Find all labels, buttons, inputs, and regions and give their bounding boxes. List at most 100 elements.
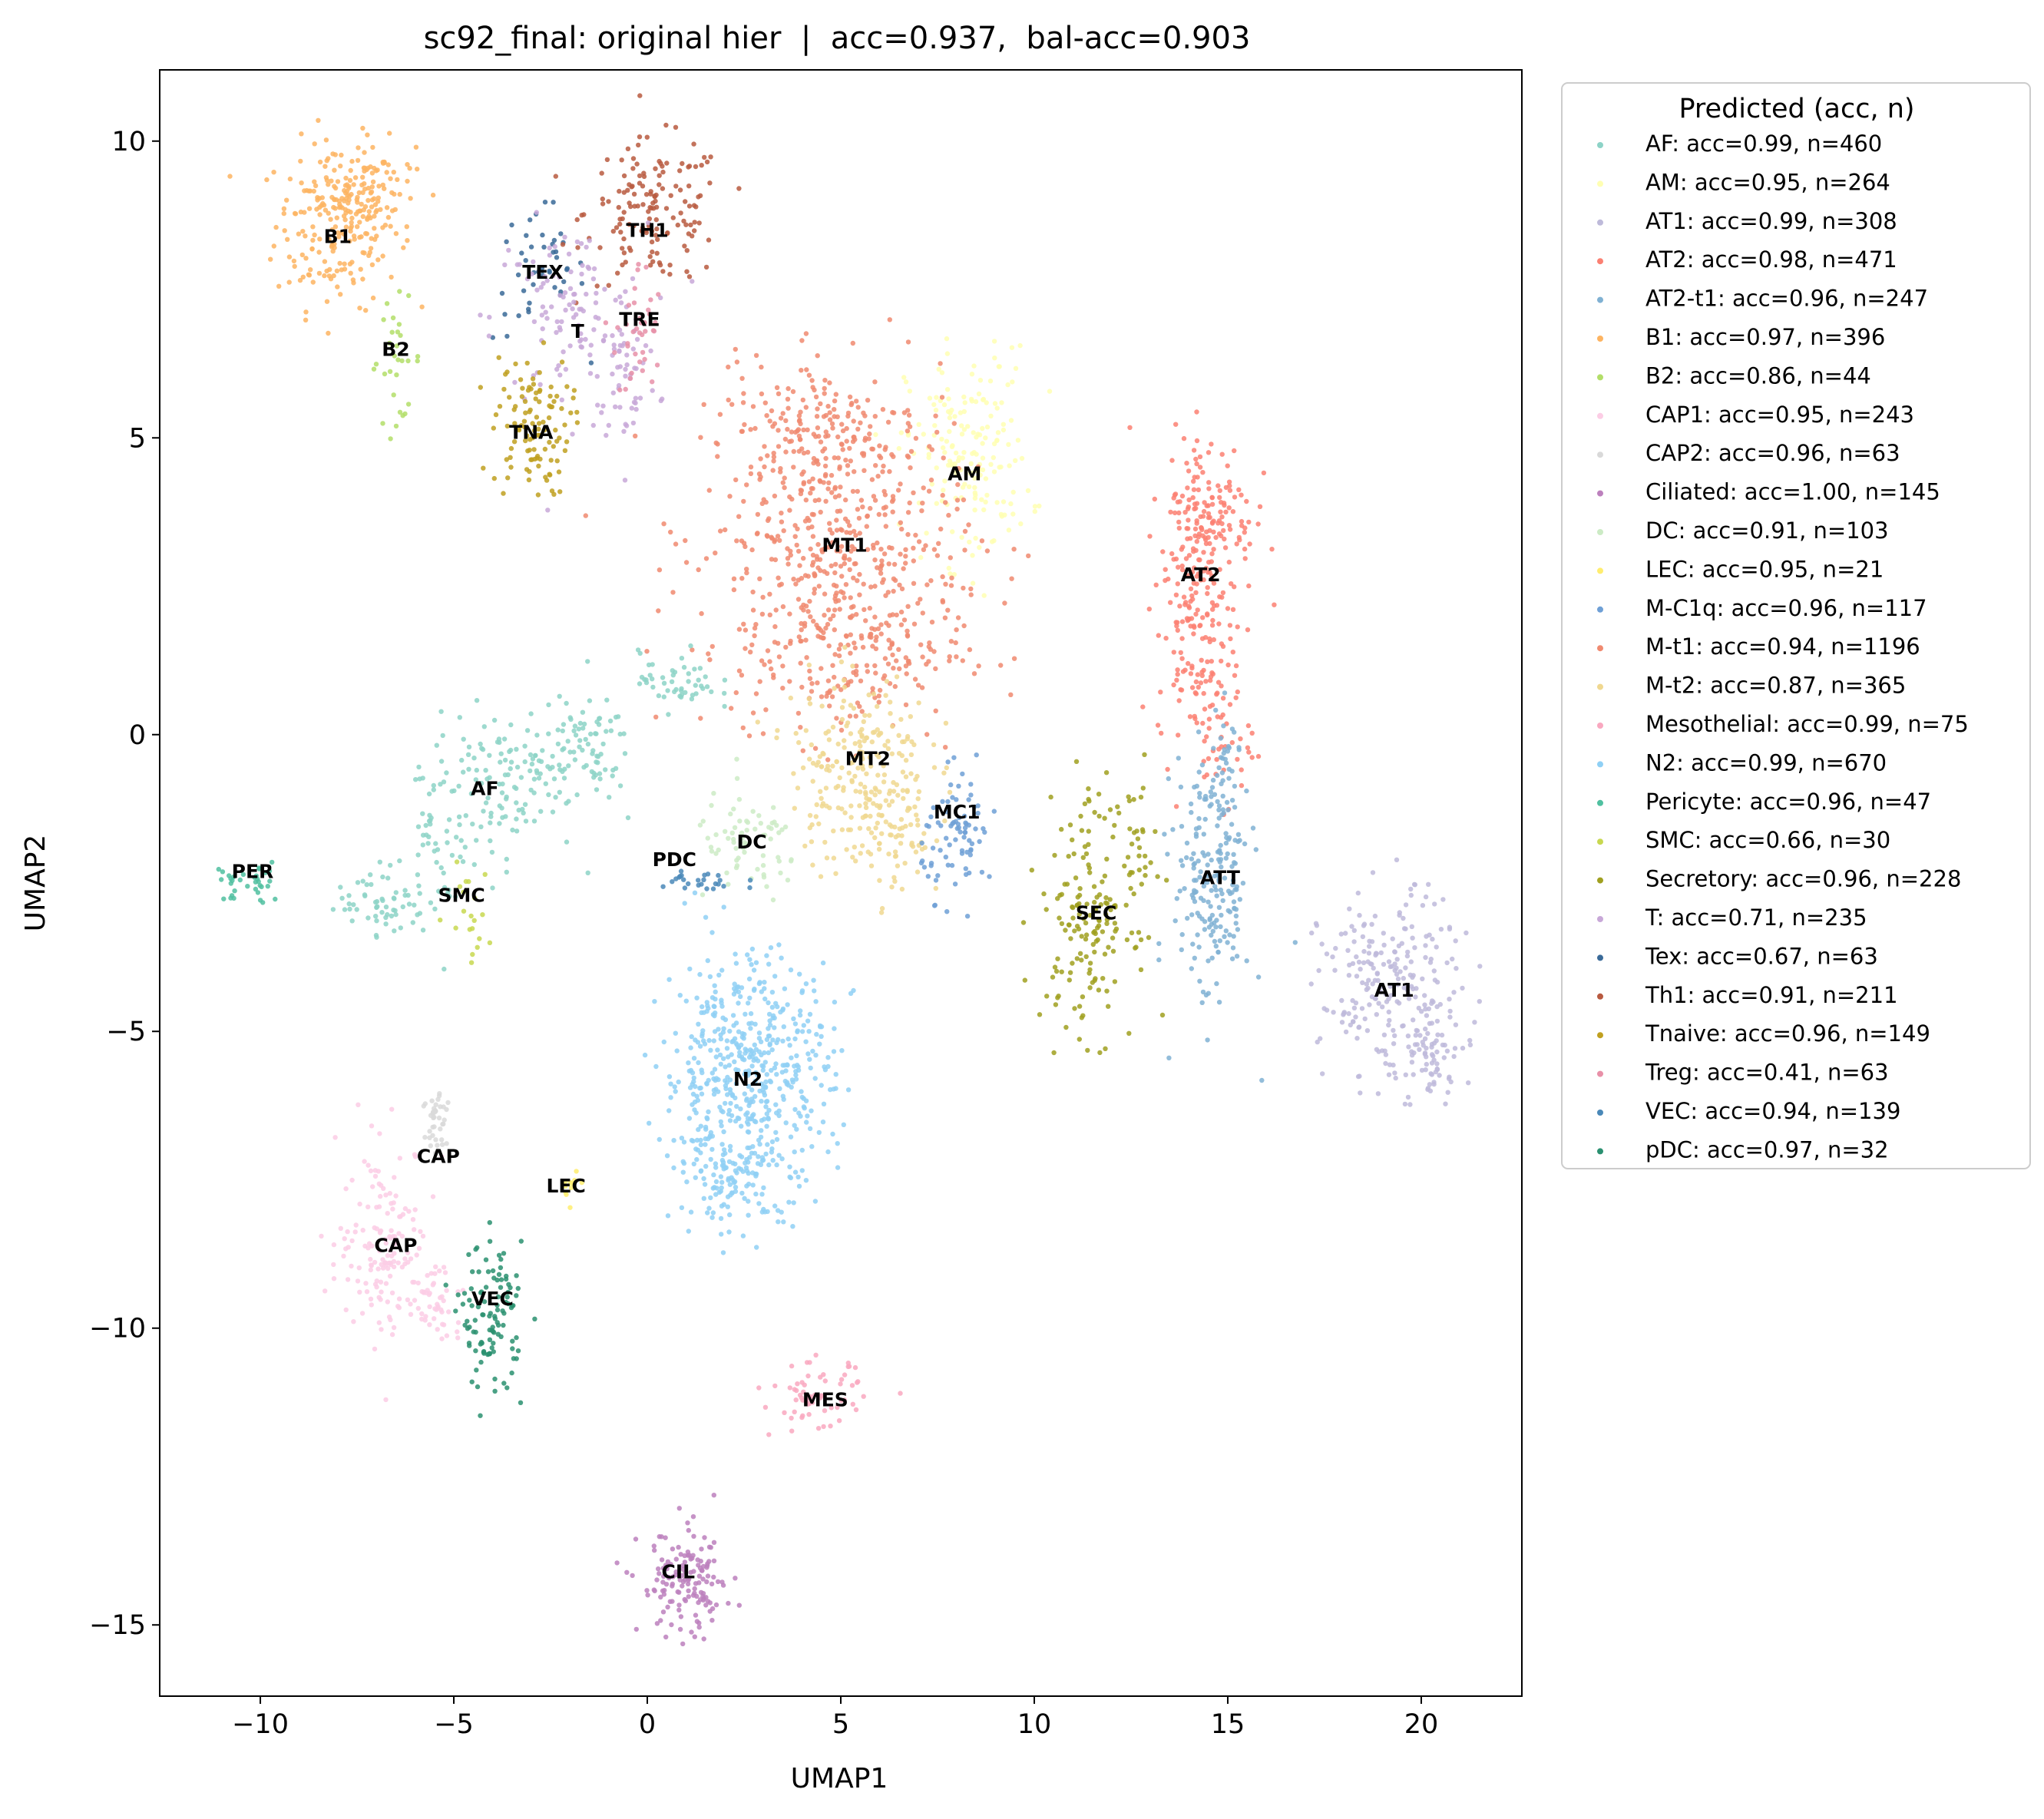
data-point xyxy=(339,153,343,157)
data-point xyxy=(722,691,726,696)
data-point xyxy=(848,567,852,572)
data-point xyxy=(488,814,493,819)
data-point xyxy=(756,1154,760,1159)
data-point xyxy=(839,442,844,447)
data-point xyxy=(1216,857,1221,862)
data-point xyxy=(686,1229,691,1233)
data-point xyxy=(892,562,897,567)
data-point xyxy=(633,407,638,412)
data-point xyxy=(523,759,528,764)
data-point xyxy=(939,437,944,442)
data-point xyxy=(779,415,783,420)
data-point xyxy=(730,831,735,835)
data-point xyxy=(655,362,660,367)
data-point xyxy=(906,510,911,514)
data-point xyxy=(1192,890,1197,895)
data-point xyxy=(1232,899,1236,904)
data-point xyxy=(699,881,703,886)
data-point xyxy=(1026,488,1030,493)
data-point xyxy=(852,418,856,423)
data-point xyxy=(749,962,753,967)
data-point xyxy=(944,721,948,726)
data-point xyxy=(540,313,544,317)
data-point xyxy=(1201,550,1206,554)
data-point xyxy=(1110,935,1115,940)
data-point xyxy=(745,1120,749,1124)
data-point xyxy=(852,435,856,439)
data-point xyxy=(746,1199,750,1203)
data-point xyxy=(1225,663,1230,667)
data-point xyxy=(589,342,594,347)
data-point xyxy=(848,828,853,832)
data-point xyxy=(658,161,663,166)
data-point xyxy=(552,238,557,243)
data-point xyxy=(1087,870,1092,875)
data-point xyxy=(1097,1050,1102,1055)
data-point xyxy=(962,547,967,552)
data-point xyxy=(488,1239,492,1244)
data-point xyxy=(718,528,723,533)
data-point xyxy=(657,1137,662,1142)
data-point xyxy=(501,1251,506,1255)
data-point xyxy=(418,1229,422,1234)
data-point xyxy=(461,859,465,864)
data-point xyxy=(1127,425,1132,430)
data-point xyxy=(944,336,949,341)
data-point xyxy=(1246,749,1251,754)
data-point xyxy=(825,1055,830,1060)
data-point xyxy=(924,732,929,736)
data-point xyxy=(944,766,949,770)
data-point xyxy=(1106,945,1110,950)
data-point xyxy=(1067,854,1071,858)
data-point xyxy=(789,857,793,862)
data-point xyxy=(635,267,640,272)
data-point xyxy=(1206,756,1211,761)
data-point xyxy=(362,207,366,212)
data-point xyxy=(604,698,609,703)
data-point xyxy=(688,1085,693,1090)
data-point xyxy=(679,695,683,699)
data-point xyxy=(728,1077,733,1082)
data-point xyxy=(774,607,779,612)
data-point xyxy=(819,439,823,444)
data-point xyxy=(1435,1067,1440,1072)
data-point xyxy=(567,252,571,256)
data-point xyxy=(691,141,696,146)
data-point xyxy=(802,1023,806,1027)
data-point xyxy=(930,481,934,486)
data-point xyxy=(865,398,870,402)
data-point xyxy=(905,428,910,433)
data-point xyxy=(783,1068,788,1073)
data-point xyxy=(746,1129,750,1134)
data-point xyxy=(435,743,439,748)
data-point xyxy=(807,599,812,604)
data-point xyxy=(709,848,714,853)
data-point xyxy=(692,228,696,233)
data-point xyxy=(586,742,590,746)
data-point xyxy=(1083,844,1087,848)
data-point xyxy=(1217,803,1222,808)
data-point xyxy=(561,722,566,726)
data-point xyxy=(648,192,653,197)
data-point xyxy=(1196,488,1201,492)
data-point xyxy=(1192,501,1197,506)
data-point xyxy=(1231,509,1235,514)
data-point xyxy=(745,1110,749,1115)
data-point xyxy=(924,531,928,535)
data-point xyxy=(993,401,997,405)
data-point xyxy=(661,1609,666,1614)
data-point xyxy=(397,322,402,326)
data-point xyxy=(564,839,569,844)
data-point xyxy=(1357,1024,1361,1029)
data-point xyxy=(335,216,339,220)
data-point xyxy=(360,175,365,180)
data-point xyxy=(654,1577,659,1582)
data-point xyxy=(1367,944,1371,948)
data-point xyxy=(752,988,756,993)
data-point xyxy=(392,896,396,901)
data-point xyxy=(851,489,855,494)
data-point xyxy=(562,235,567,240)
data-point xyxy=(702,1636,706,1641)
data-point xyxy=(475,698,479,703)
data-point xyxy=(719,967,724,972)
